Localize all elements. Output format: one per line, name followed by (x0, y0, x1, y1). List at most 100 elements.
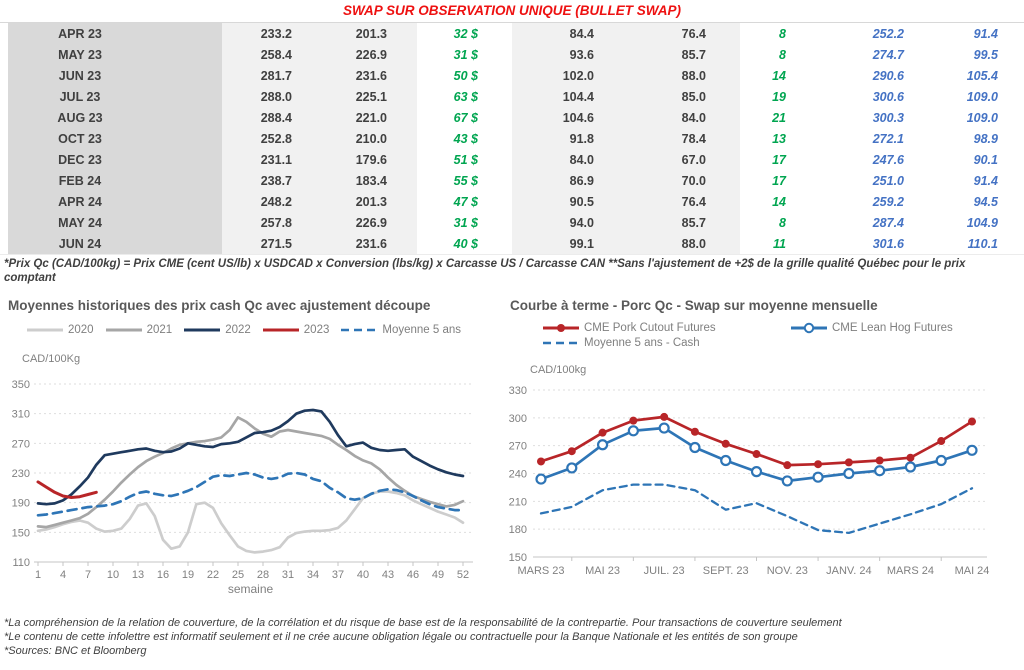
legend-item-2022: 2022 (183, 324, 251, 336)
svg-text:230: 230 (12, 468, 30, 480)
sources-line: *Sources: BNC et Bloomberg (4, 645, 147, 657)
svg-text:MAI 23: MAI 23 (585, 565, 620, 577)
legend-label: 2021 (146, 324, 173, 336)
table-cell: 179.6 (320, 149, 417, 170)
table-cell: 109.0 (966, 89, 998, 104)
table-cell: 99.5 (973, 47, 998, 62)
table-cell: 91.4 (973, 26, 998, 41)
table-cell: 110.1 (967, 236, 998, 251)
svg-text:150: 150 (509, 552, 527, 564)
table-cell: 231.6 (320, 233, 417, 254)
legend-swatch (184, 328, 221, 332)
table-cell: 109.0 (966, 110, 998, 125)
table-cell: 43 $ (453, 131, 478, 146)
svg-text:JANV. 24: JANV. 24 (826, 565, 871, 577)
page-title: SWAP SUR OBSERVATION UNIQUE (BULLET SWAP… (342, 3, 681, 18)
svg-text:52: 52 (457, 569, 469, 581)
legend-swatch (262, 328, 299, 332)
table-row: JUN 24 271.5 231.6 40 $ 99.1 88.0 11 301.6 110.1 (0, 233, 1024, 254)
table-cell: 67 $ (453, 110, 478, 125)
table-cell: 94.5 (973, 194, 998, 209)
table-cell: 252.8 (222, 128, 320, 149)
table-cell: 271.5 (222, 233, 320, 254)
svg-text:37: 37 (332, 569, 344, 581)
svg-text:270: 270 (509, 441, 527, 453)
legend-row: Moyenne 5 ans - Cash (542, 337, 790, 349)
table-left-spacer (0, 212, 8, 233)
svg-text:210: 210 (509, 496, 527, 508)
table-row: JUN 23 281.7 231.6 50 $ 102.0 88.0 14 290.6 105.… (0, 65, 1024, 86)
table-left-spacer (0, 128, 8, 149)
svg-text:46: 46 (407, 569, 419, 581)
table-cell: 259.2 (872, 194, 904, 209)
table-cell: 78.4 (626, 128, 740, 149)
table-cell: 93.6 (512, 44, 626, 65)
svg-text:1: 1 (35, 569, 41, 581)
svg-text:16: 16 (157, 569, 169, 581)
table-left-spacer (0, 170, 8, 191)
table-left-spacer (0, 191, 8, 212)
table-row: MAY 23 258.4 226.9 31 $ 93.6 85.7 8 274.7 99.5 (0, 44, 1024, 65)
table-cell: 288.4 (222, 107, 320, 128)
table-cell: 8 (779, 47, 786, 62)
svg-text:SEPT. 23: SEPT. 23 (703, 565, 749, 577)
table-left-spacer (0, 44, 8, 65)
svg-text:240: 240 (509, 469, 527, 481)
table-left-spacer (0, 149, 8, 170)
table-cell: 50 $ (453, 68, 478, 83)
table-cell: 94.0 (512, 212, 626, 233)
table-cell: 300.3 (872, 110, 904, 125)
svg-text:MARS 23: MARS 23 (517, 565, 564, 577)
table-cell: 8 (779, 215, 786, 230)
table-left-spacer (0, 86, 8, 107)
table-cell: 86.9 (512, 170, 626, 191)
table-cell: 51 $ (453, 152, 478, 167)
svg-text:300: 300 (509, 413, 527, 425)
table-cell: 288.0 (222, 86, 320, 107)
table-cell: 104.4 (512, 86, 626, 107)
chart-title-right: Courbe à terme - Porc Qc - Swap sur moye… (510, 298, 878, 313)
table-row: JUL 23 288.0 225.1 63 $ 104.4 85.0 19 300.6 109.… (0, 86, 1024, 107)
legend-swatch (543, 341, 579, 345)
svg-text:270: 270 (12, 438, 30, 450)
legend-label: 2023 (303, 324, 330, 336)
svg-text:28: 28 (257, 569, 269, 581)
svg-text:semaine: semaine (228, 582, 274, 596)
table-cell: 17 (772, 173, 786, 188)
table-cell-month: JUN 24 (8, 233, 222, 254)
table-cell: 105.4 (966, 68, 998, 83)
table-row: AUG 23 288.4 221.0 67 $ 104.6 84.0 21 300.3 109.… (0, 107, 1024, 128)
disclaimer-line: *Le contenu de cette infolettre est info… (4, 631, 798, 643)
table-cell: 221.0 (320, 107, 417, 128)
table-cell: 32 $ (453, 26, 478, 41)
table-cell: 290.6 (872, 68, 904, 83)
table-cell: 47 $ (453, 194, 478, 209)
svg-text:19: 19 (182, 569, 194, 581)
table-cell: 226.9 (320, 44, 417, 65)
legend-label: CME Lean Hog Futures (832, 322, 953, 334)
disclaimer-line: *La compréhension de la relation de couv… (4, 617, 842, 629)
legend-swatch (341, 328, 378, 332)
table-cell: 274.7 (872, 47, 904, 62)
legend-label: CME Pork Cutout Futures (584, 322, 716, 334)
table-cell: 104.6 (512, 107, 626, 128)
table-cell: 88.0 (626, 233, 740, 254)
table-cell: 67.0 (626, 149, 740, 170)
table-cell: 251.0 (872, 173, 904, 188)
legend-label: Moyenne 5 ans - Cash (584, 337, 700, 349)
table-cell: 301.6 (872, 236, 904, 251)
table-cell: 85.7 (626, 44, 740, 65)
table-cell: 300.6 (872, 89, 904, 104)
table-row: MAY 24 257.8 226.9 31 $ 94.0 85.7 8 287.4 104.9 (0, 212, 1024, 233)
svg-text:110: 110 (12, 557, 30, 569)
table-cell: 226.9 (320, 212, 417, 233)
svg-text:180: 180 (509, 524, 527, 536)
table-cell: 104.9 (966, 215, 998, 230)
legend-label: Moyenne 5 ans (382, 324, 462, 336)
y-axis-unit-right: CAD/100kg (530, 364, 587, 376)
svg-text:190: 190 (12, 498, 30, 510)
historical-cash-price-chart: Moyennes historiques des prix cash Qc av… (0, 296, 500, 614)
swap-price-table: APR 23 233.2 201.3 32 $84.4 76.4 8 252.2 91.4 MA… (0, 22, 1024, 255)
y-axis-unit-left: CAD/100Kg (22, 353, 81, 365)
